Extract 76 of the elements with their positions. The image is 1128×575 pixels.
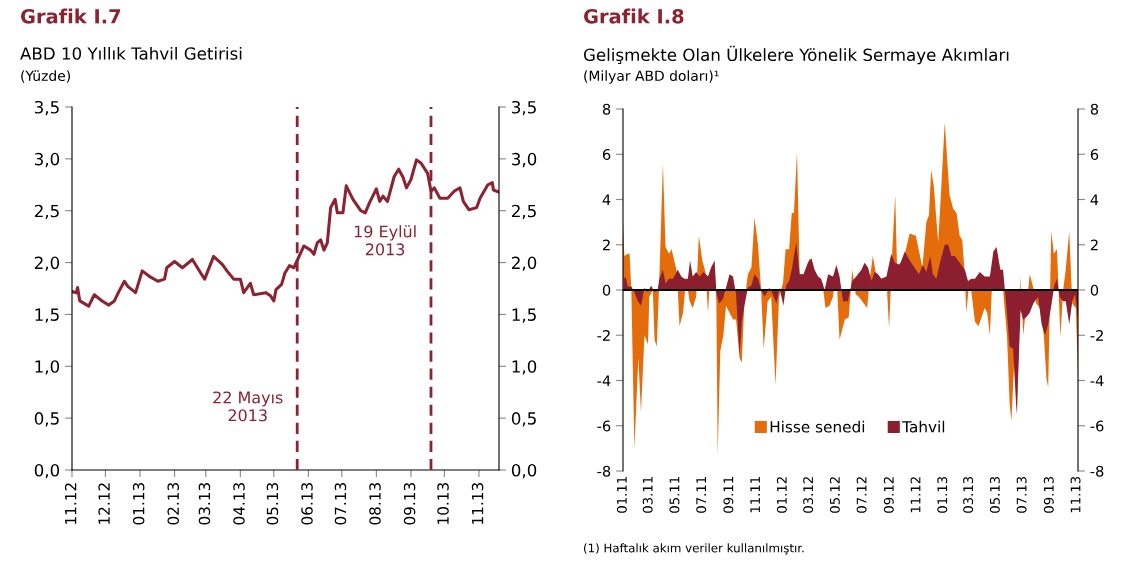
y2-tick-label: 1,0	[512, 360, 537, 375]
annotation: 19 Eylül 2013	[354, 225, 416, 256]
y-tick-label: -4	[597, 375, 611, 387]
y-tick-label: 0	[602, 284, 611, 296]
x-tick-label: 11.12	[64, 483, 77, 524]
x-tick-label: 03.11	[642, 477, 653, 513]
x-tick-label: 11.13	[471, 483, 484, 524]
y-tick-label: -8	[597, 465, 611, 477]
y2-tick-label: 3,5	[512, 100, 536, 116]
x-tick-label: 02.13	[167, 483, 179, 525]
x-tick-label: 04.13	[233, 483, 245, 525]
y2-tick-label: -6	[1090, 420, 1104, 432]
y-tick-label: 2	[602, 239, 610, 251]
y-tick-label: 4	[602, 194, 611, 206]
y-tick-label: 6	[602, 148, 611, 160]
y-tick-label: -2	[597, 329, 610, 341]
y-tick-label: 1,0	[35, 360, 60, 375]
x-tick-label: 03.12	[803, 477, 814, 513]
y-tick-label: -6	[597, 420, 611, 432]
y2-tick-label: 1,5	[512, 308, 536, 323]
chart-subtitle: ABD 10 Yıllık Tahvil Getirisi	[20, 46, 242, 60]
x-tick-label: 10.13	[437, 483, 449, 524]
y-tick-label: 8	[602, 103, 611, 115]
y2-tick-label: 4	[1090, 194, 1099, 206]
x-tick-label: 01.12	[776, 477, 787, 513]
x-tick-label: 03.13	[198, 483, 211, 525]
x-tick-label: 01.13	[937, 476, 948, 513]
x-tick-label: 07.13	[1016, 476, 1027, 513]
x-tick-label: 01.13	[132, 483, 145, 525]
legend-label: Hisse senedi	[770, 420, 865, 433]
y2-tick-label: 0,5	[511, 412, 536, 427]
x-tick-label: 09.13	[403, 483, 416, 525]
x-tick-label: 11.11	[750, 477, 760, 513]
y-tick-label: 2,0	[34, 256, 60, 271]
y-axis-title: (Yüzde)	[21, 70, 70, 83]
x-tick-label: 08.13	[369, 483, 381, 525]
y-tick-label: 0,0	[34, 463, 60, 479]
x-tick-label: 01.11	[616, 477, 627, 513]
y-tick-label: 3,5	[34, 100, 59, 116]
y2-tick-label: -8	[1090, 465, 1104, 477]
y-tick-label: 2,5	[34, 204, 59, 219]
y-axis-title: (Milyar ABD doları)¹	[584, 70, 719, 84]
y2-tick-label: 0,0	[511, 463, 537, 479]
y-tick-label: 1,5	[35, 308, 59, 323]
y2-tick-label: 2,0	[512, 256, 537, 271]
text: (1) Haftalık akım veriler kullanılmıştır.	[584, 543, 804, 555]
annotation: 22 Mayıs 2013	[213, 391, 283, 422]
x-tick-label: 03.13	[963, 476, 974, 513]
x-tick-label: 09.11	[723, 477, 734, 513]
y-tick-label: 0,5	[34, 412, 59, 427]
x-tick-label: 09.12	[883, 477, 894, 513]
x-tick-label: 07.11	[696, 477, 707, 513]
y-tick-label: 3,0	[34, 152, 60, 168]
x-tick-label: 05.11	[669, 477, 680, 513]
x-tick-label: 05.13	[989, 476, 1000, 513]
x-tick-label: 09.13	[1043, 476, 1054, 513]
chart-subtitle: Gelişmekte Olan Ülkelere Yönelik Sermaye Akımları	[583, 45, 1009, 65]
y2-tick-label: 2,5	[512, 204, 536, 219]
x-tick-label: 07.13	[334, 483, 347, 525]
legend-label: Tahvil	[902, 420, 945, 433]
y2-tick-label: 8	[1090, 103, 1099, 115]
y2-tick-label: 6	[1090, 148, 1099, 160]
y2-tick-label: 0	[1090, 284, 1099, 296]
x-tick-label: 11.13	[1070, 476, 1081, 513]
x-tick-label: 07.12	[856, 477, 867, 513]
x-tick-label: 12.12	[98, 483, 110, 524]
y2-tick-label: -2	[1090, 329, 1103, 341]
chart-title: Grafik I.7	[20, 8, 121, 24]
y2-tick-label: 3,0	[512, 152, 537, 168]
y2-tick-label: -4	[1090, 375, 1104, 387]
x-tick-label: 05.13	[266, 483, 279, 525]
y2-tick-label: 2	[1090, 239, 1098, 251]
chart-title: Grafik I.8	[583, 8, 684, 24]
x-tick-label: 06.13	[301, 483, 313, 525]
x-tick-label: 11.12	[910, 477, 921, 513]
x-tick-label: 05.12	[829, 477, 840, 513]
